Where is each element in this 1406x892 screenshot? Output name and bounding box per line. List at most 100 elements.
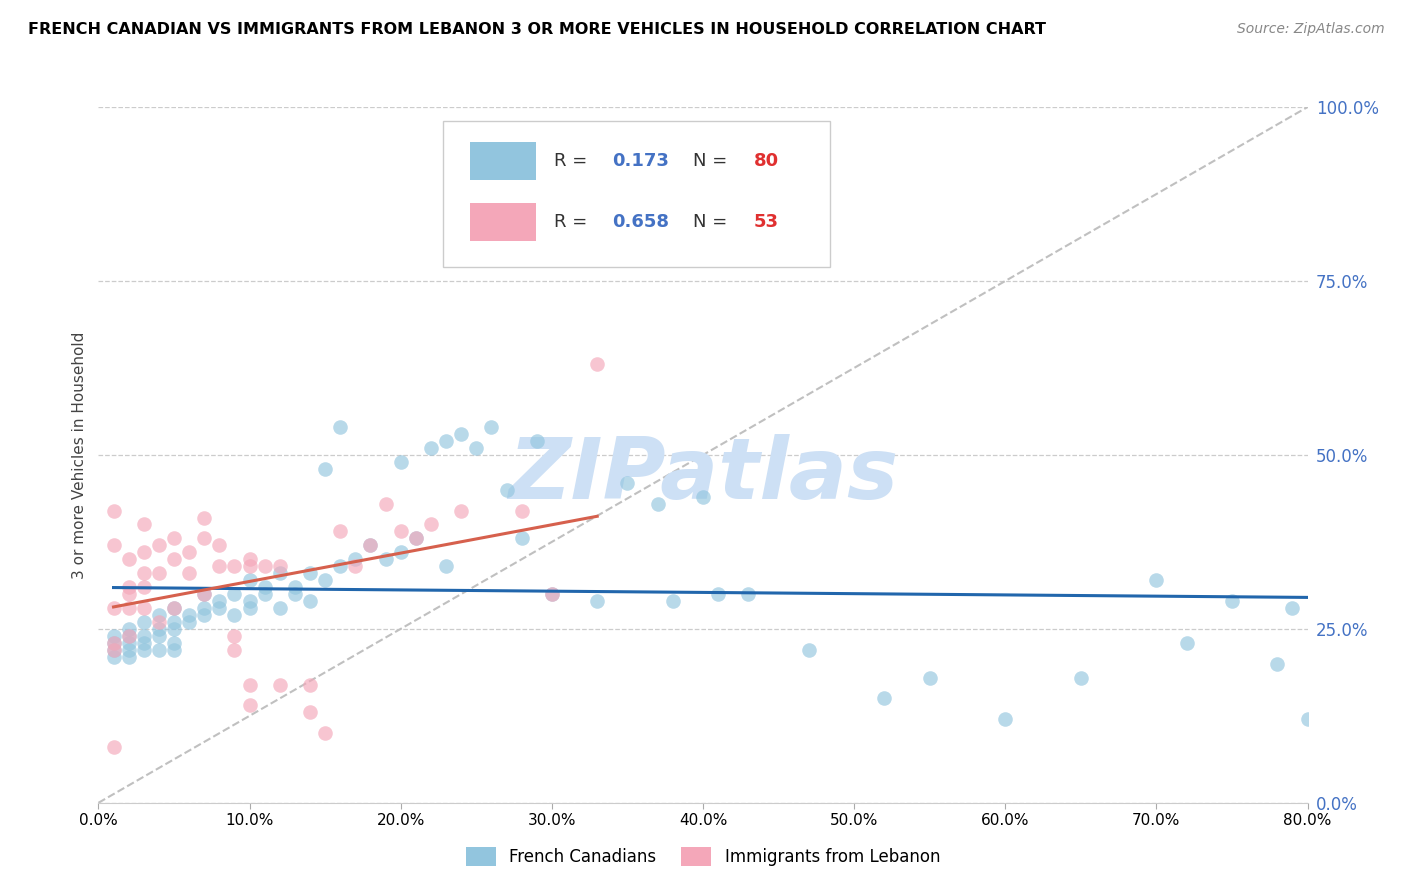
Point [103,740,125,755]
Point [299,594,322,608]
Point [163,601,186,615]
Point [586,594,609,608]
Point [707,587,730,601]
Point [224,587,246,601]
Point [1070,671,1092,685]
Point [118,587,141,601]
Point [208,538,231,552]
Point [193,607,215,622]
Point [284,587,307,601]
Point [179,545,201,559]
Point [918,671,941,685]
Point [329,559,352,574]
Point [1267,657,1289,671]
Point [208,601,231,615]
Point [193,601,215,615]
Point [450,427,472,442]
Point [179,566,201,581]
Point [148,642,170,657]
Point [208,594,231,608]
Y-axis label: 3 or more Vehicles in Household: 3 or more Vehicles in Household [72,331,87,579]
Point [405,532,427,546]
Point [148,629,170,643]
Point [118,642,141,657]
Legend: French Canadians, Immigrants from Lebanon: French Canadians, Immigrants from Lebano… [457,838,949,874]
Point [873,691,896,706]
Point [420,441,443,455]
Point [118,580,141,594]
Point [420,517,443,532]
Point [797,642,820,657]
Point [586,358,609,372]
Point [193,532,215,546]
Bar [470,202,536,241]
Point [224,642,246,657]
Point [193,587,215,601]
Point [118,552,141,566]
Point [1220,594,1243,608]
Point [179,607,201,622]
Point [163,615,186,629]
Point [360,538,382,552]
Point [148,622,170,636]
Point [314,726,336,740]
Point [193,510,215,524]
Point [103,636,125,650]
Point [374,552,396,566]
Point [389,545,412,559]
Point [450,503,472,517]
Text: 0.658: 0.658 [613,213,669,231]
Point [994,712,1017,726]
Point [103,629,125,643]
Text: FRENCH CANADIAN VS IMMIGRANTS FROM LEBANON 3 OR MORE VEHICLES IN HOUSEHOLD CORRE: FRENCH CANADIAN VS IMMIGRANTS FROM LEBAN… [28,22,1046,37]
Point [662,594,685,608]
Point [118,601,141,615]
Point [132,566,155,581]
Point [239,573,262,587]
Point [541,587,564,601]
Point [1296,712,1319,726]
Point [148,538,170,552]
Point [148,615,170,629]
Point [253,580,276,594]
Point [314,573,336,587]
Point [647,497,669,511]
Point [193,587,215,601]
Point [526,434,548,448]
Point [1281,601,1303,615]
Text: Source: ZipAtlas.com: Source: ZipAtlas.com [1237,22,1385,37]
Point [239,677,262,691]
Point [253,587,276,601]
Point [118,629,141,643]
Point [163,642,186,657]
Point [163,552,186,566]
Point [239,601,262,615]
Point [132,580,155,594]
Point [118,649,141,664]
Point [1146,573,1168,587]
Point [299,677,322,691]
Point [163,601,186,615]
Point [692,490,714,504]
Point [118,629,141,643]
Text: 53: 53 [754,213,779,231]
Point [118,622,141,636]
Text: ZIPatlas: ZIPatlas [508,434,898,517]
Point [374,497,396,511]
Point [179,615,201,629]
Point [132,636,155,650]
Point [103,636,125,650]
Point [224,559,246,574]
Point [269,559,291,574]
Text: 0.173: 0.173 [613,153,669,170]
Point [132,615,155,629]
Point [1175,636,1198,650]
Point [239,559,262,574]
Point [616,475,638,490]
Point [132,517,155,532]
Point [434,559,457,574]
Point [389,524,412,539]
Point [510,503,533,517]
Point [224,629,246,643]
Text: R =: R = [554,153,593,170]
